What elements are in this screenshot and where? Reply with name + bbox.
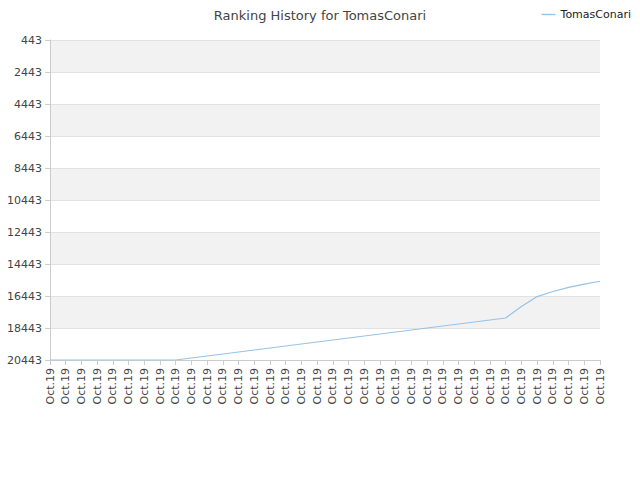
svg-text:Oct.19: Oct.19 (185, 368, 198, 405)
svg-text:Oct.19: Oct.19 (358, 368, 371, 405)
svg-text:16443: 16443 (7, 290, 42, 303)
svg-text:18443: 18443 (7, 322, 42, 335)
svg-text:Oct.19: Oct.19 (91, 368, 104, 405)
svg-text:Oct.19: Oct.19 (201, 368, 214, 405)
svg-text:Oct.19: Oct.19 (326, 368, 339, 405)
svg-text:Oct.19: Oct.19 (122, 368, 135, 405)
svg-text:Oct.19: Oct.19 (75, 368, 88, 405)
svg-text:Oct.19: Oct.19 (374, 368, 387, 405)
svg-text:Ranking History for TomasConar: Ranking History for TomasConari (214, 8, 426, 23)
svg-text:Oct.19: Oct.19 (421, 368, 434, 405)
svg-text:Oct.19: Oct.19 (499, 368, 512, 405)
svg-text:Oct.19: Oct.19 (279, 368, 292, 405)
svg-text:Oct.19: Oct.19 (311, 368, 324, 405)
svg-text:443: 443 (21, 34, 42, 47)
svg-text:Oct.19: Oct.19 (106, 368, 119, 405)
svg-text:14443: 14443 (7, 258, 42, 271)
svg-text:Oct.19: Oct.19 (295, 368, 308, 405)
svg-text:Oct.19: Oct.19 (216, 368, 229, 405)
svg-text:Oct.19: Oct.19 (232, 368, 245, 405)
svg-text:Oct.19: Oct.19 (264, 368, 277, 405)
svg-text:Oct.19: Oct.19 (578, 368, 591, 405)
svg-text:Oct.19: Oct.19 (546, 368, 559, 405)
svg-text:Oct.19: Oct.19 (44, 368, 57, 405)
svg-text:Oct.19: Oct.19 (468, 368, 481, 405)
svg-text:Oct.19: Oct.19 (531, 368, 544, 405)
svg-text:Oct.19: Oct.19 (154, 368, 167, 405)
svg-text:Oct.19: Oct.19 (248, 368, 261, 405)
svg-text:2443: 2443 (14, 66, 42, 79)
svg-text:10443: 10443 (7, 194, 42, 207)
svg-text:Oct.19: Oct.19 (59, 368, 72, 405)
svg-text:8443: 8443 (14, 162, 42, 175)
svg-text:12443: 12443 (7, 226, 42, 239)
svg-text:Oct.19: Oct.19 (138, 368, 151, 405)
svg-text:6443: 6443 (14, 130, 42, 143)
svg-text:Oct.19: Oct.19 (389, 368, 402, 405)
svg-text:Oct.19: Oct.19 (515, 368, 528, 405)
svg-text:Oct.19: Oct.19 (452, 368, 465, 405)
svg-text:Oct.19: Oct.19 (562, 368, 575, 405)
svg-text:Oct.19: Oct.19 (405, 368, 418, 405)
svg-text:4443: 4443 (14, 98, 42, 111)
svg-text:TomasConari: TomasConari (560, 8, 631, 21)
svg-text:Oct.19: Oct.19 (436, 368, 449, 405)
svg-text:Oct.19: Oct.19 (169, 368, 182, 405)
svg-text:Oct.19: Oct.19 (342, 368, 355, 405)
svg-text:Oct.19: Oct.19 (484, 368, 497, 405)
svg-text:Oct.19: Oct.19 (594, 368, 607, 405)
svg-text:20443: 20443 (7, 354, 42, 367)
